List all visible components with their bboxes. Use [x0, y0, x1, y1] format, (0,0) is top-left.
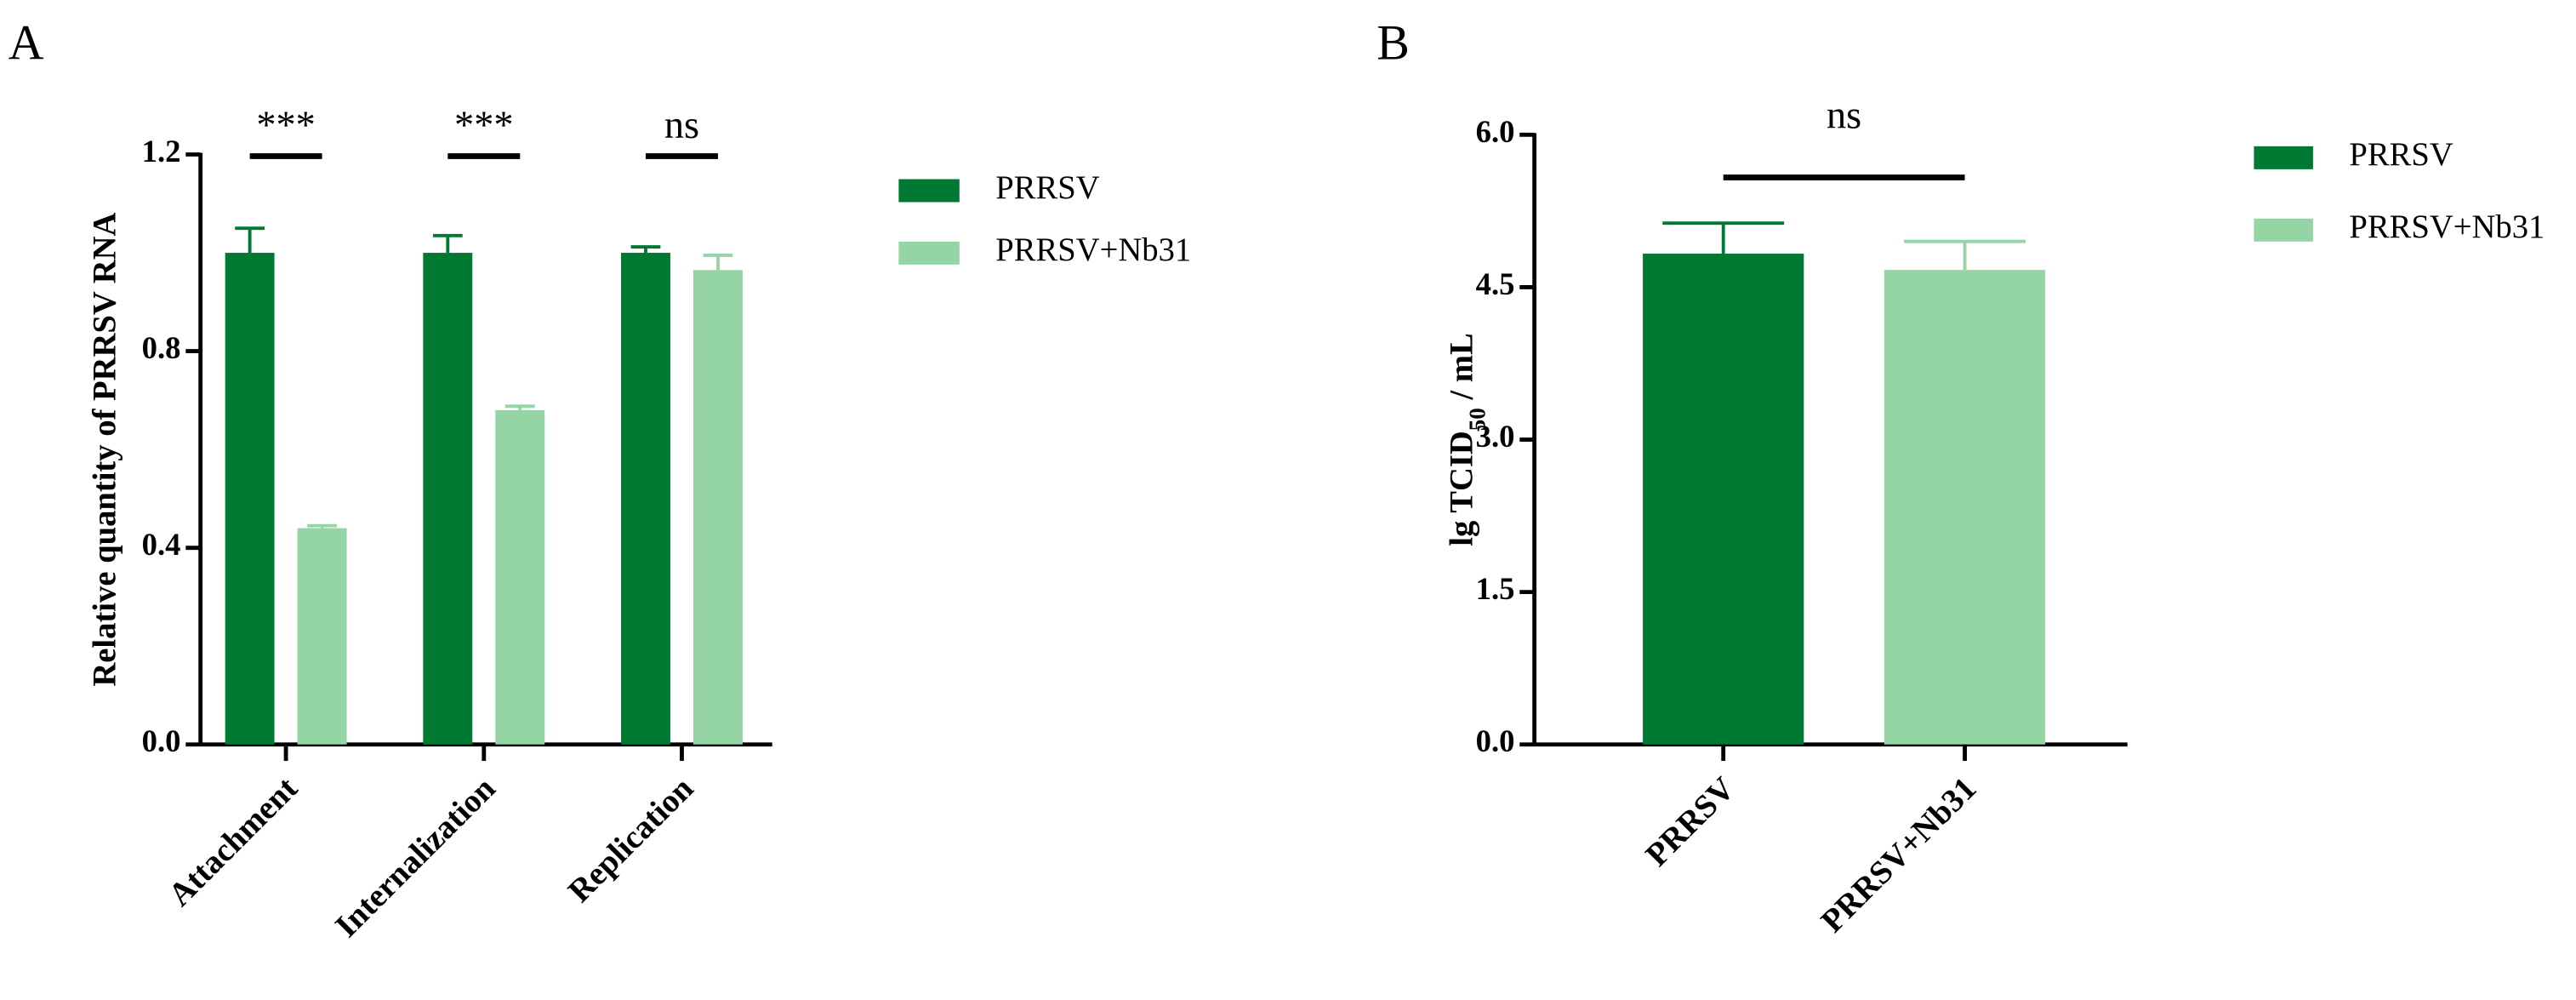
bar	[1643, 254, 1804, 745]
bar	[621, 253, 670, 745]
y-tick-label: 3.0	[1476, 419, 1515, 454]
error-bar	[307, 523, 337, 529]
legend-label: PRRSV+Nb31	[2349, 209, 2545, 245]
error-bar	[1904, 239, 2026, 271]
y-tick-label: 1.5	[1476, 571, 1515, 606]
y-axis-label-part: lg TCID	[1444, 431, 1479, 546]
x-tick-label: Replication	[561, 770, 700, 909]
significance-label: ns	[1827, 94, 1861, 138]
bar	[225, 253, 275, 745]
y-tick-label: 0.8	[142, 330, 181, 365]
y-axis-label-part: 50	[1464, 408, 1490, 431]
x-tick-label: PRRSV+Nb31	[1815, 770, 1983, 939]
panel-label: A	[9, 15, 44, 71]
x-tick-label: Attachment	[162, 770, 305, 913]
bar	[297, 528, 347, 745]
significance-label: ***	[256, 104, 316, 147]
bar	[692, 270, 743, 745]
x-tick-label: Internalization	[328, 770, 502, 944]
y-tick-label: 4.5	[1476, 266, 1515, 301]
significance-label: ns	[664, 104, 699, 147]
y-tick-label: 0.0	[1476, 723, 1515, 758]
y-tick-label: 1.2	[142, 134, 181, 169]
y-tick-label: 6.0	[1476, 114, 1515, 149]
y-axis-label: lg TCID50 / mL	[1444, 333, 1490, 546]
legend-swatch	[898, 241, 960, 265]
y-tick-label: 0.0	[142, 723, 181, 758]
error-bar	[703, 254, 733, 271]
error-bar	[630, 245, 661, 254]
y-axis-label-part: / mL	[1444, 333, 1479, 408]
legend-label: PRRSV	[2349, 137, 2453, 173]
error-bar	[432, 233, 463, 254]
bar	[495, 409, 545, 745]
error-bar	[1662, 221, 1785, 254]
legend-swatch	[2254, 146, 2313, 169]
legend-label: PRRSV	[995, 170, 1099, 206]
bar	[1884, 270, 2046, 745]
panel-label: B	[1376, 15, 1410, 71]
bar	[423, 253, 473, 745]
y-axis-label: Relative quantity of PRRSV RNA	[87, 213, 123, 687]
error-bar	[235, 226, 265, 254]
y-tick-label: 0.4	[142, 527, 181, 562]
legend-swatch	[898, 179, 960, 203]
legend-label: PRRSV+Nb31	[995, 232, 1191, 268]
legend-swatch	[2254, 218, 2313, 242]
significance-label: ***	[454, 104, 514, 147]
x-tick-label: PRRSV	[1639, 770, 1742, 873]
error-bar	[504, 404, 535, 410]
